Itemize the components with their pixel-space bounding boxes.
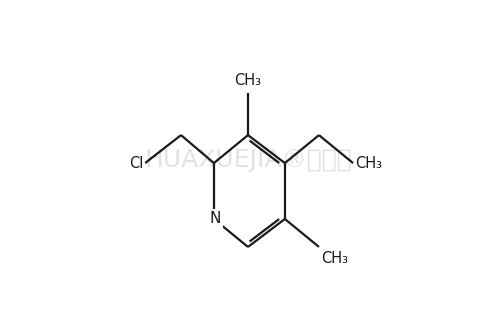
Text: N: N: [210, 212, 221, 227]
Text: CH₃: CH₃: [356, 156, 382, 171]
Text: CH₃: CH₃: [321, 251, 348, 266]
Text: CH₃: CH₃: [235, 73, 261, 87]
Text: HUAXUEJIA®化学加: HUAXUEJIA®化学加: [144, 148, 352, 172]
Text: Cl: Cl: [129, 156, 143, 171]
